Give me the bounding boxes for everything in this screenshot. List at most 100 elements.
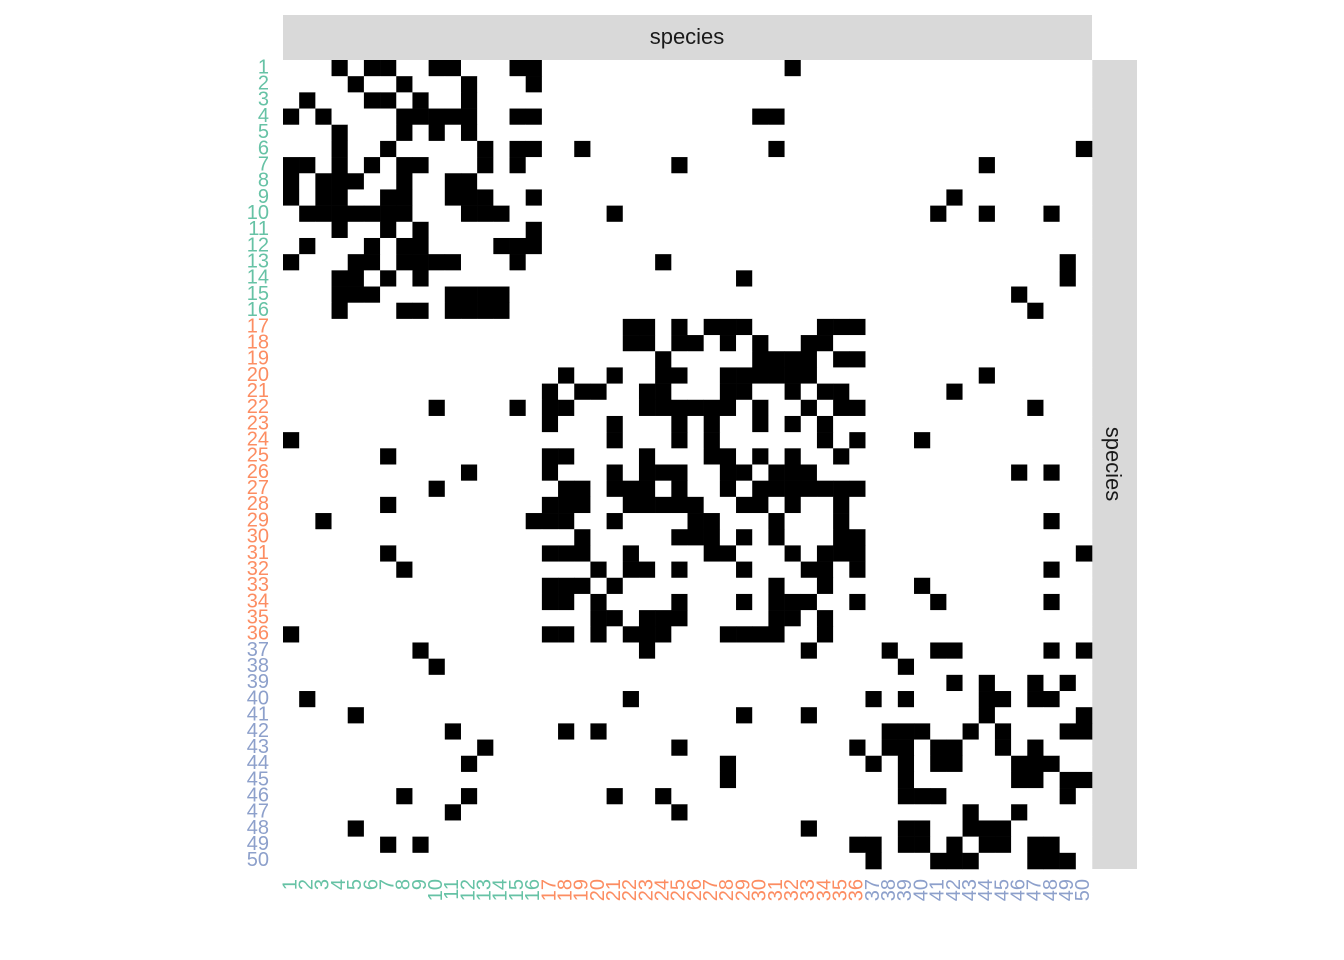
cell	[541, 739, 559, 757]
cell	[1043, 771, 1060, 789]
cell	[719, 383, 737, 401]
cell	[687, 674, 704, 692]
cell	[962, 836, 980, 854]
cell	[800, 367, 818, 384]
cell	[768, 351, 785, 368]
cell	[768, 561, 785, 579]
cell	[574, 448, 591, 465]
cell	[428, 448, 446, 465]
cell	[962, 367, 980, 384]
cell	[703, 237, 721, 255]
cell	[1075, 739, 1093, 757]
cell	[331, 221, 349, 239]
x-tick-label: 12	[457, 879, 479, 901]
cell	[671, 836, 688, 854]
y-tick-label: 15	[247, 283, 269, 305]
cell	[784, 788, 802, 805]
x-tick-label: 47	[1024, 879, 1046, 901]
cell	[1075, 302, 1093, 320]
cell	[1075, 448, 1093, 465]
cell	[719, 399, 737, 417]
cell	[816, 674, 834, 692]
cell	[1027, 836, 1044, 854]
cell	[671, 788, 688, 805]
cell	[1075, 480, 1093, 498]
cell	[768, 739, 785, 757]
cell	[671, 124, 688, 142]
cell	[1059, 76, 1077, 93]
cell	[687, 626, 704, 643]
cell	[574, 496, 591, 514]
x-tick-label: 35	[829, 879, 851, 901]
cell	[897, 92, 915, 109]
cell	[946, 254, 963, 271]
cell	[736, 707, 753, 724]
cell	[1027, 157, 1044, 174]
cell	[331, 771, 349, 789]
cell	[687, 691, 704, 708]
cell	[509, 367, 526, 384]
cell	[331, 399, 349, 417]
cell	[736, 577, 753, 595]
cell	[444, 513, 462, 530]
cell	[719, 496, 737, 514]
cell	[1075, 755, 1093, 773]
cell	[914, 237, 931, 255]
cell	[736, 529, 753, 546]
cell	[962, 642, 980, 659]
cell	[299, 755, 316, 773]
cell	[363, 124, 381, 142]
cell	[719, 545, 737, 562]
cell	[881, 415, 899, 433]
cell	[1043, 513, 1060, 530]
cell	[363, 205, 381, 223]
cell	[946, 351, 963, 368]
cell	[1027, 593, 1044, 611]
cell	[978, 124, 996, 142]
cell	[558, 173, 575, 190]
cell	[1011, 804, 1028, 821]
cell	[477, 739, 494, 757]
cell	[638, 237, 656, 255]
y-tick-label: 16	[247, 299, 269, 321]
cell	[897, 658, 915, 676]
cell	[331, 788, 349, 805]
cell	[865, 658, 882, 676]
cell	[315, 432, 332, 449]
cell	[994, 367, 1012, 384]
x-tick-label: 16	[522, 879, 544, 901]
cell	[962, 545, 980, 562]
cell	[590, 626, 607, 643]
cell	[655, 124, 672, 142]
cell	[380, 448, 397, 465]
cell	[590, 173, 607, 190]
cell	[687, 707, 704, 724]
cell	[687, 383, 704, 401]
cell	[865, 432, 882, 449]
cell	[897, 788, 915, 805]
cell	[477, 836, 494, 854]
cell	[687, 221, 704, 239]
cell	[914, 577, 931, 595]
cell	[283, 108, 300, 126]
x-tick-label: 14	[490, 879, 512, 901]
cell	[946, 318, 963, 336]
cell	[1059, 205, 1077, 223]
cell	[460, 561, 478, 579]
cell	[736, 593, 753, 611]
cell	[315, 335, 332, 352]
cell	[541, 593, 559, 611]
cell	[768, 254, 785, 271]
cell	[574, 723, 591, 740]
cell	[331, 626, 349, 643]
cell	[655, 221, 672, 239]
cell	[752, 788, 769, 805]
cell	[1027, 788, 1044, 805]
cell	[299, 464, 316, 481]
cell	[784, 658, 802, 676]
cell	[897, 140, 915, 158]
cell	[800, 189, 818, 206]
cell	[477, 399, 494, 417]
cell	[849, 593, 866, 611]
cell	[816, 367, 834, 384]
